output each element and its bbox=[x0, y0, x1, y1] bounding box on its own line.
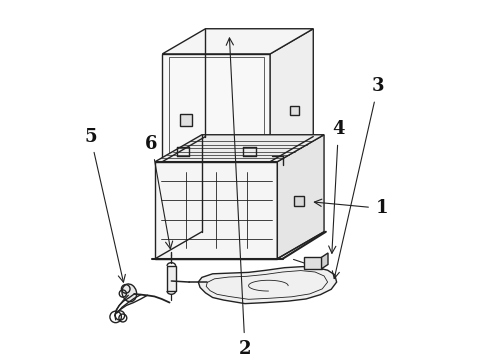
Polygon shape bbox=[180, 114, 192, 126]
Text: 2: 2 bbox=[226, 38, 251, 357]
Text: 6: 6 bbox=[146, 135, 172, 249]
Polygon shape bbox=[321, 253, 328, 269]
Polygon shape bbox=[294, 195, 304, 206]
Ellipse shape bbox=[122, 284, 137, 302]
Polygon shape bbox=[277, 135, 324, 259]
Polygon shape bbox=[304, 257, 321, 269]
Text: 5: 5 bbox=[84, 127, 125, 282]
Polygon shape bbox=[162, 29, 313, 54]
Polygon shape bbox=[270, 29, 313, 162]
Polygon shape bbox=[155, 162, 277, 259]
Text: 3: 3 bbox=[332, 77, 384, 279]
Polygon shape bbox=[155, 135, 324, 162]
Polygon shape bbox=[198, 267, 337, 303]
Text: 4: 4 bbox=[329, 120, 344, 253]
Text: 1: 1 bbox=[315, 199, 388, 217]
Polygon shape bbox=[162, 54, 270, 162]
Polygon shape bbox=[290, 106, 298, 115]
Polygon shape bbox=[167, 266, 175, 291]
